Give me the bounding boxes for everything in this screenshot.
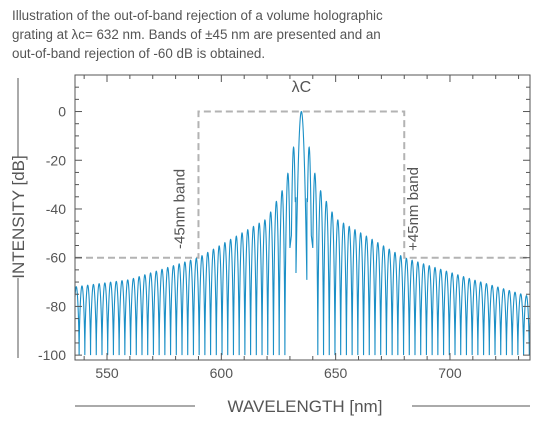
y-tick-label: -100 [38,347,66,363]
spectrum-trace [74,110,531,356]
y-tick-label: -80 [46,298,66,314]
passband-outline [75,110,530,259]
y-tick-label: -20 [46,152,66,168]
y-tick-label: 0 [58,104,66,120]
minus-band-label: -45nm band [172,169,189,249]
y-axis-label: INTENSITY [dB] [9,155,28,278]
x-tick-label: 550 [95,365,119,381]
caption-line-1: Illustration of the out-of-band rejectio… [12,8,383,23]
plot-frame [74,74,531,361]
y-tick-label: -40 [46,201,66,217]
x-axis-label: WAVELENGTH [nm] [228,397,383,416]
caption-line-2: grating at λc= 632 nm. Bands of ±45 nm a… [12,27,381,42]
axis-ticks: 550 600 650 700 0 -20 -40 -60 -80 -100 [38,75,530,381]
caption-line-3: out-of-band rejection of -60 dB is obtai… [12,46,266,61]
x-tick-label: 600 [210,365,234,381]
chart-marks: -45nm band +45nm band λC [74,79,531,356]
plus-band-label: +45nm band [405,167,422,251]
y-tick-label: -60 [46,250,66,266]
figure-caption: Illustration of the out-of-band rejectio… [12,6,542,63]
x-tick-label: 650 [324,365,348,381]
x-tick-label: 700 [438,365,462,381]
center-wavelength-label: λC [292,79,312,96]
